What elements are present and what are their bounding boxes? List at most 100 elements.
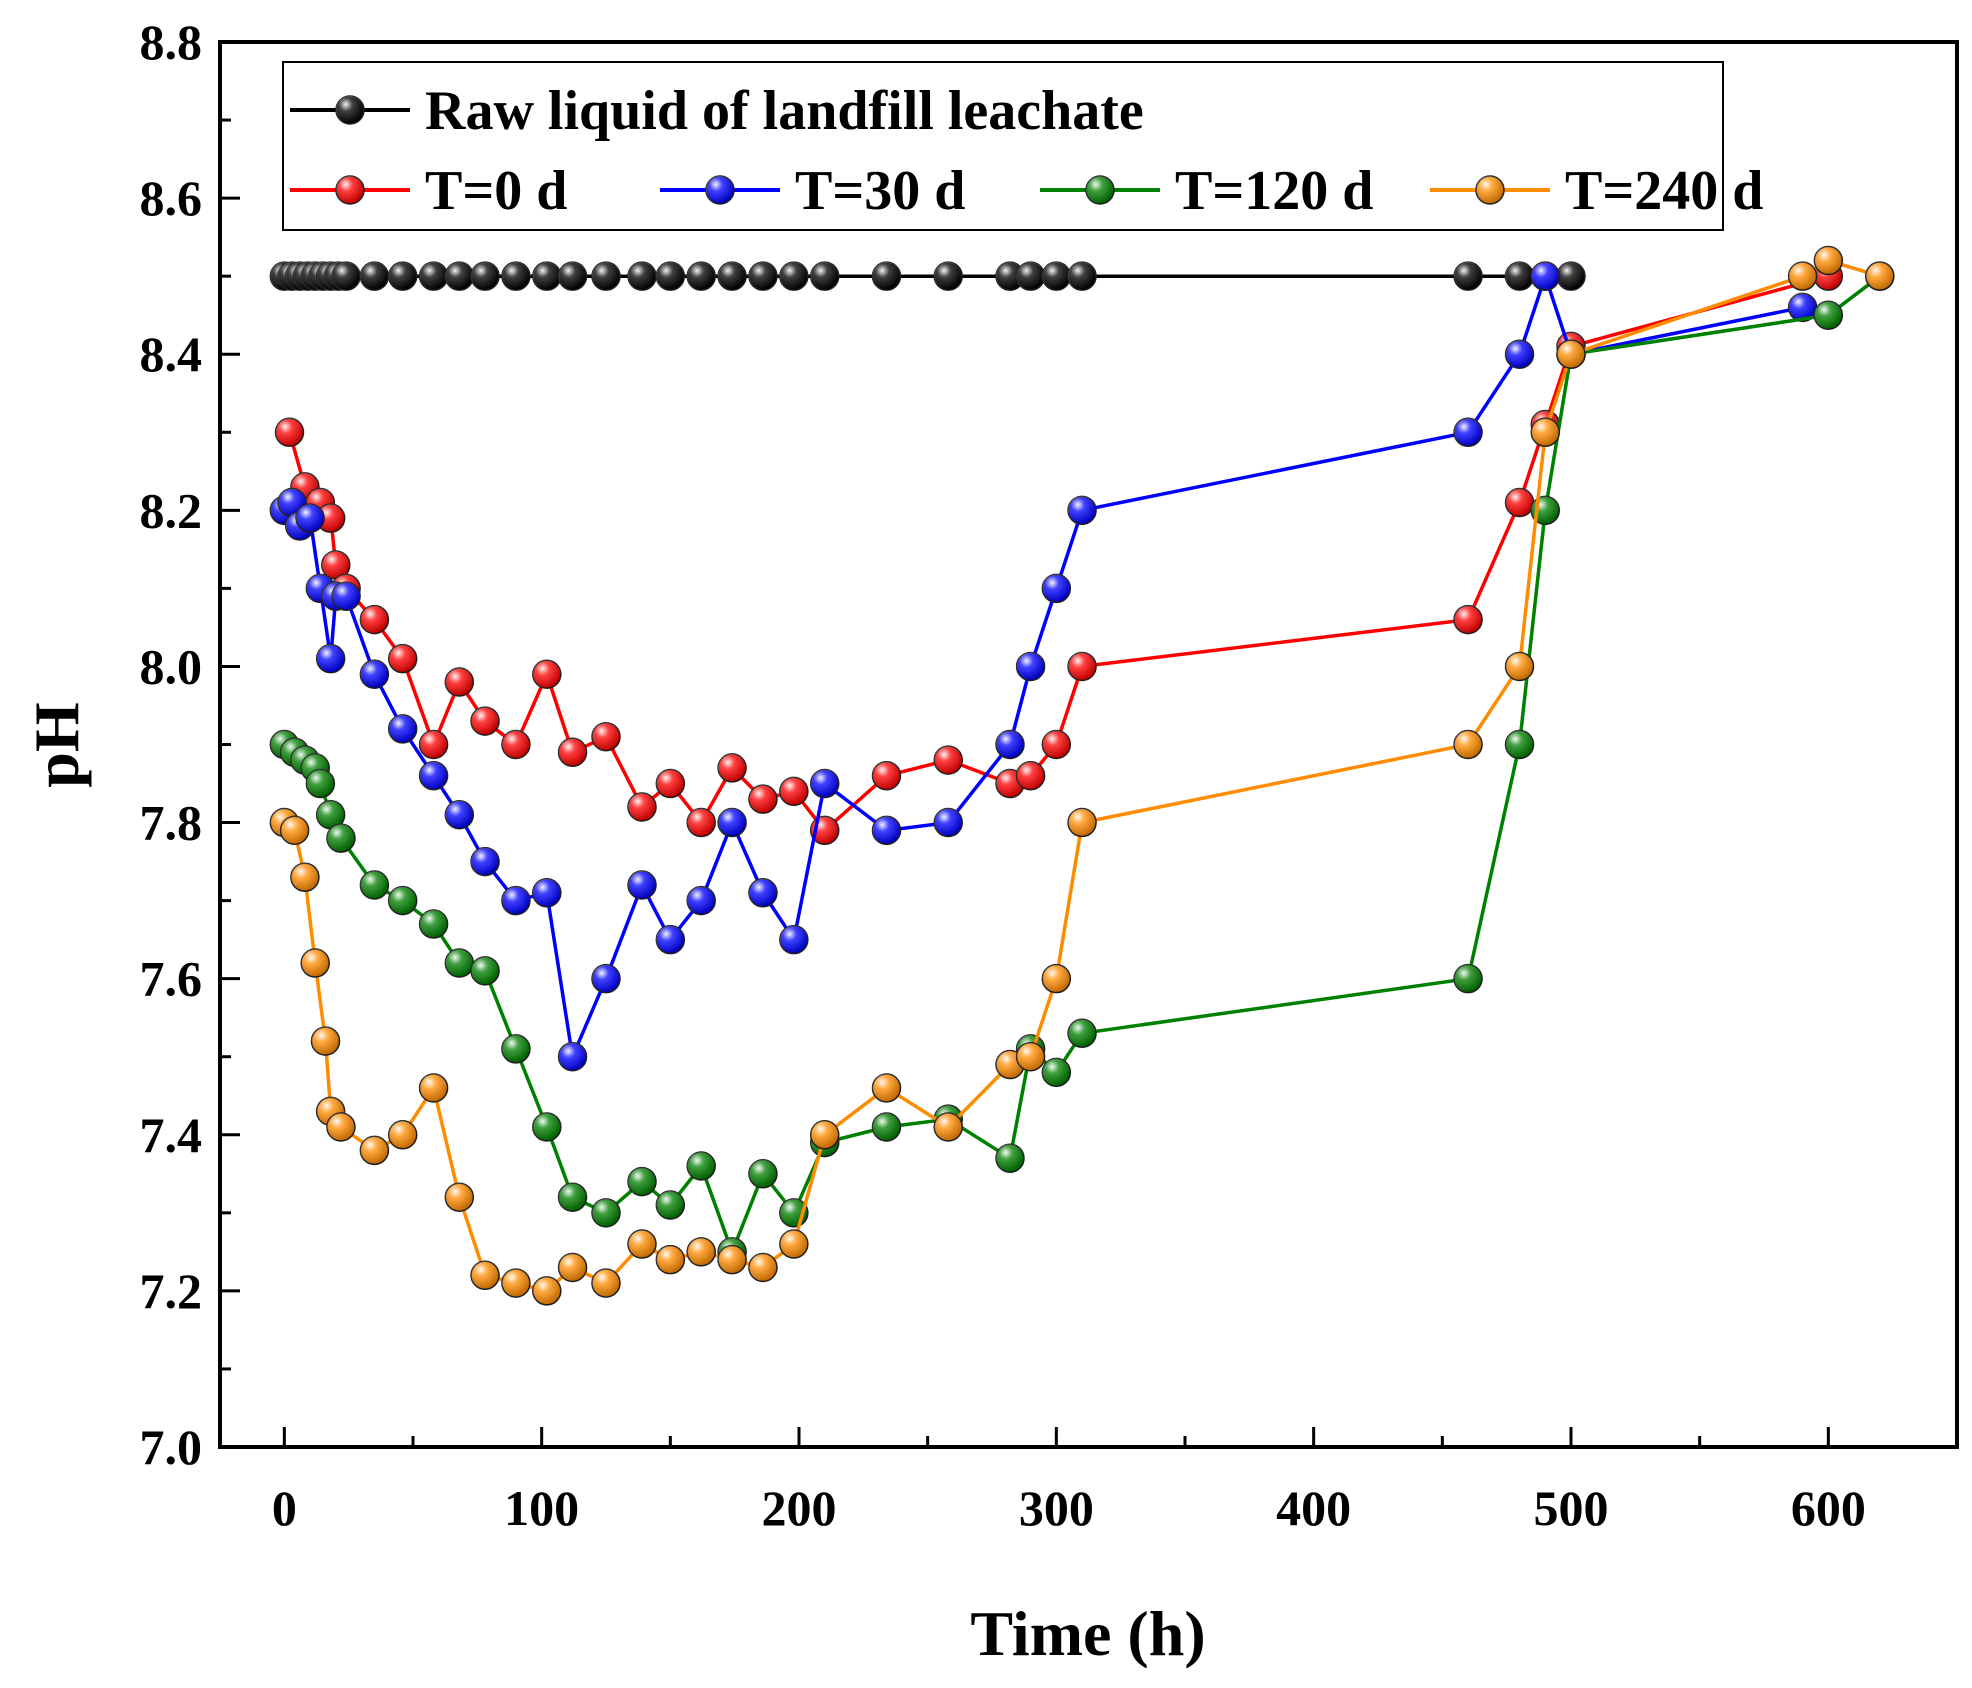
data-point-highlight [501, 886, 530, 915]
data-point-highlight [1042, 574, 1071, 603]
data-point-highlight [1505, 262, 1534, 291]
data-point-highlight [779, 1230, 808, 1259]
y-tick-label: 8.6 [140, 170, 203, 226]
data-point-highlight [445, 949, 474, 978]
series-layer [269, 245, 1895, 1306]
data-point-highlight [1814, 301, 1843, 330]
series-line [283, 274, 1881, 1254]
data-point-highlight [1557, 340, 1585, 369]
data-point-highlight [656, 925, 685, 954]
data-point-highlight [532, 878, 561, 907]
legend-item-3: T=120 d [1040, 160, 1373, 222]
data-point-highlight [388, 644, 417, 673]
data-point-highlight [501, 730, 530, 759]
data-point-highlight [445, 1183, 474, 1212]
legend-item-0: Raw liquid of landfill leachate [290, 80, 1144, 142]
data-point-highlight [558, 1183, 587, 1212]
y-axis: 7.0 7.2 7.4 7.6 7.8 8.0 8.2 8.4 8.6 8.8 [140, 14, 240, 1475]
data-point-highlight [419, 262, 448, 291]
data-point-highlight [360, 605, 389, 634]
y-tick-label: 7.8 [140, 795, 203, 851]
series-4 [269, 245, 1895, 1306]
data-point-highlight [532, 1112, 561, 1141]
data-point-highlight [558, 1042, 587, 1071]
data-point-highlight [628, 1167, 657, 1196]
x-tick-label: 100 [504, 1480, 579, 1536]
data-point-highlight [445, 262, 474, 291]
legend-marker-highlight [336, 96, 364, 124]
data-point-highlight [290, 863, 319, 892]
data-point-highlight [316, 644, 345, 673]
data-point-highlight [592, 262, 620, 291]
data-point-highlight [558, 738, 587, 767]
legend-marker-highlight [1476, 176, 1504, 204]
data-point-highlight [301, 949, 330, 978]
data-point-highlight [934, 262, 963, 291]
data-point-highlight [996, 1144, 1025, 1173]
data-point-highlight [656, 1245, 685, 1274]
data-point-highlight [779, 777, 808, 806]
data-point-highlight [592, 1269, 620, 1298]
y-axis-title: pH [21, 702, 92, 787]
data-point-highlight [1865, 262, 1894, 291]
y-tick-label: 8.4 [140, 326, 203, 382]
x-tick-label: 400 [1276, 1480, 1351, 1536]
y-tick-label: 7.2 [140, 1263, 203, 1319]
data-point-highlight [532, 1276, 561, 1305]
data-point-highlight [388, 886, 417, 915]
data-point-highlight [1068, 808, 1097, 837]
data-point-highlight [779, 925, 808, 954]
data-point-highlight [718, 1245, 747, 1274]
data-point-highlight [1814, 246, 1843, 275]
data-point-highlight [810, 1120, 839, 1149]
x-tick-label: 500 [1534, 1480, 1609, 1536]
data-point-highlight [321, 550, 350, 579]
data-point-highlight [316, 504, 345, 533]
plot-frame [218, 40, 1959, 1449]
data-point-highlight [1016, 652, 1045, 681]
data-point-highlight [1068, 1019, 1097, 1048]
data-point-highlight [872, 816, 901, 845]
data-point-highlight [1505, 340, 1534, 369]
data-point-highlight [748, 785, 777, 814]
legend-item-2: T=30 d [660, 160, 965, 222]
legend-label: T=30 d [795, 160, 965, 222]
data-point-highlight [471, 707, 500, 736]
data-point-highlight [332, 582, 361, 611]
data-point-highlight [501, 1269, 530, 1298]
data-point-highlight [471, 847, 500, 876]
data-point-highlight [656, 769, 685, 798]
data-point-highlight [419, 761, 448, 790]
data-point-highlight [1454, 730, 1483, 759]
data-point-highlight [779, 262, 808, 291]
legend-item-4: T=240 d [1430, 160, 1763, 222]
data-point-highlight [360, 262, 389, 291]
data-point-highlight [687, 1152, 716, 1180]
data-point-highlight [1788, 293, 1817, 322]
data-point-highlight [388, 1120, 417, 1149]
data-point-highlight [872, 262, 901, 291]
data-point-highlight [1042, 1058, 1071, 1087]
data-point-highlight [311, 1027, 340, 1056]
legend-item-1: T=0 d [290, 160, 567, 222]
data-point-highlight [592, 964, 620, 993]
data-point-highlight [280, 816, 309, 845]
series-3 [269, 261, 1895, 1267]
x-tick-label: 0 [272, 1480, 297, 1536]
x-axis: 0 100 200 300 400 500 600 [272, 1427, 1866, 1536]
x-tick-label: 600 [1791, 1480, 1866, 1536]
y-tick-label: 7.6 [140, 951, 203, 1007]
data-point-highlight [1557, 262, 1585, 291]
series-0 [269, 261, 1586, 291]
data-point-highlight [996, 730, 1025, 759]
data-point-highlight [628, 871, 657, 899]
data-point-highlight [656, 1191, 685, 1220]
data-point-highlight [296, 504, 325, 533]
data-point-highlight [718, 753, 747, 782]
data-point-highlight [1531, 262, 1560, 291]
data-point-highlight [1068, 496, 1097, 525]
x-tick-label: 200 [762, 1480, 837, 1536]
data-point-highlight [996, 262, 1025, 291]
data-point-highlight [687, 808, 716, 837]
x-tick-label: 300 [1019, 1480, 1094, 1536]
